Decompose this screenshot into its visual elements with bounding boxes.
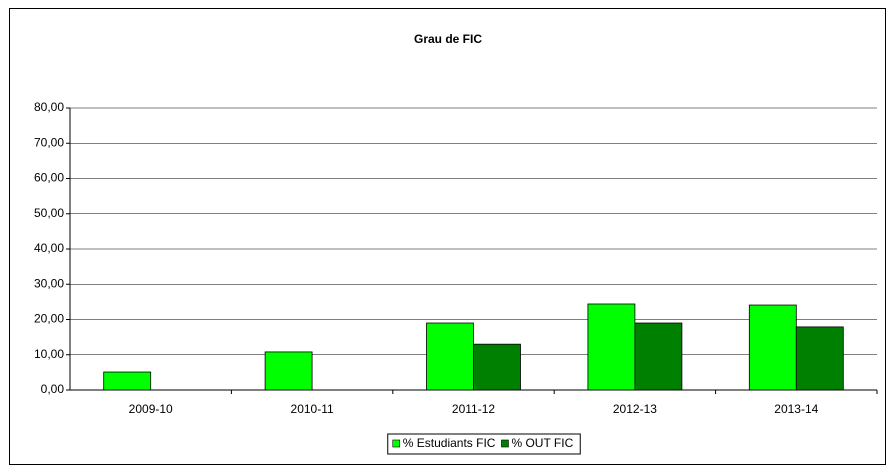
x-tick-label: 2010-11 — [291, 402, 334, 416]
y-tick-label: 20,00 — [34, 312, 64, 326]
bar — [264, 351, 313, 391]
y-tick-label: 30,00 — [34, 276, 64, 290]
bar — [795, 326, 844, 391]
y-tick-label: 50,00 — [34, 206, 64, 220]
y-tick-label: 0,00 — [41, 382, 65, 396]
y-tick-label: 80,00 — [34, 100, 64, 114]
x-tick-label: 2009-10 — [129, 402, 173, 416]
chart-title: Grau de FIC — [414, 32, 482, 46]
bar — [748, 304, 797, 391]
bar — [587, 303, 636, 391]
legend-swatch — [392, 439, 401, 448]
bar — [634, 322, 683, 391]
bar — [473, 343, 521, 391]
y-tick-label: 70,00 — [34, 135, 64, 149]
x-tick-label: 2011-12 — [452, 402, 495, 416]
x-tick-label: 2012-13 — [613, 402, 657, 416]
legend-swatch — [501, 439, 509, 448]
y-tick-label: 40,00 — [34, 241, 64, 255]
bar — [103, 371, 152, 391]
y-tick-label: 60,00 — [34, 171, 64, 185]
legend-label: % Estudiants FIC — [403, 436, 496, 450]
legend-box — [387, 433, 581, 455]
x-tick-label: 2013-14 — [774, 402, 818, 416]
legend-label: % OUT FIC — [511, 436, 573, 450]
chart-border — [9, 8, 886, 465]
bar — [426, 322, 474, 391]
y-tick-label: 10,00 — [34, 347, 64, 361]
